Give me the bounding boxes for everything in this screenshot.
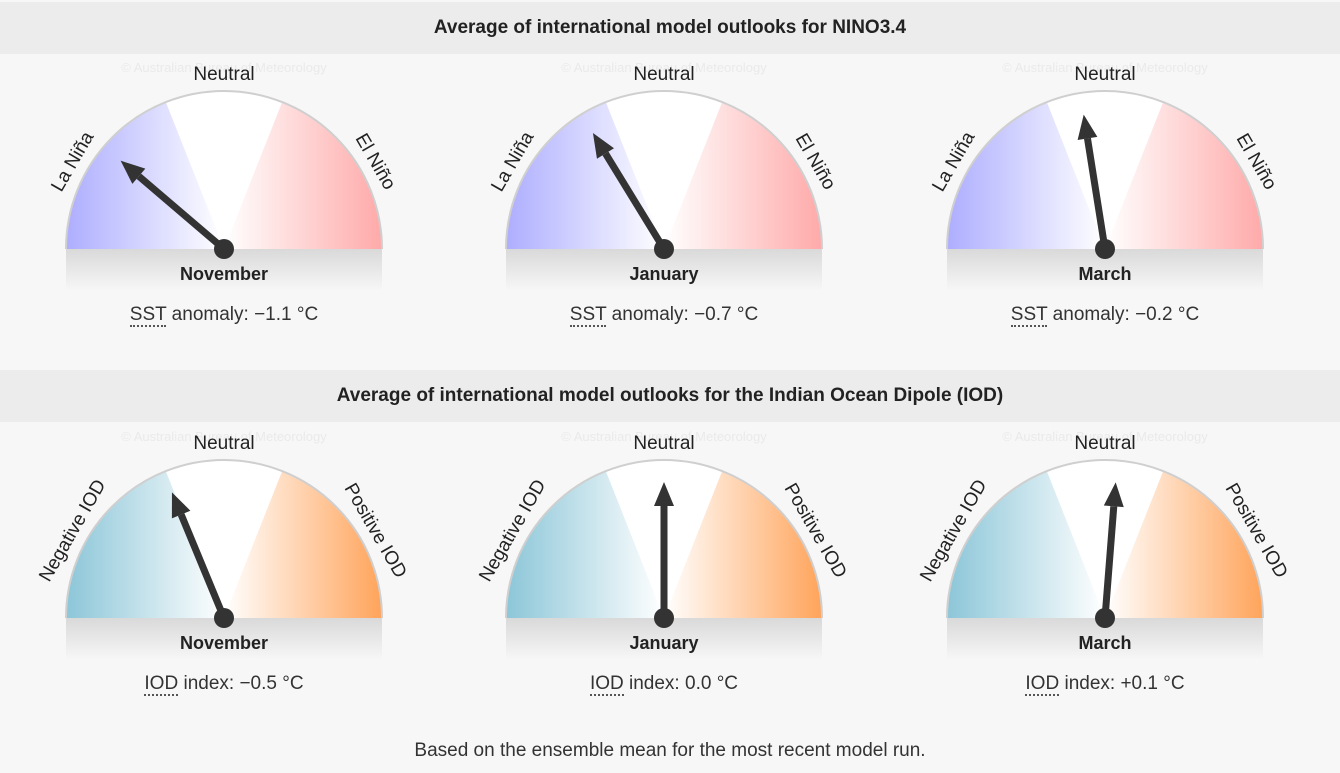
- gauge-mid-label: Neutral: [633, 64, 694, 85]
- gauge-needle-head: [592, 133, 615, 159]
- caption-text: index:: [1059, 673, 1121, 694]
- gauge-positive-zone: [1105, 471, 1263, 618]
- gauge-negative-zone: [66, 471, 224, 618]
- caption-abbr: SST: [1010, 304, 1048, 327]
- caption-unit: °C: [716, 673, 739, 694]
- caption-text: index:: [623, 673, 685, 694]
- gauge-caption: IOD index: +0.1 °C: [885, 673, 1325, 696]
- gauge-positive-zone: [224, 471, 382, 618]
- caption-unit: °C: [296, 304, 319, 325]
- caption-value: −1.1: [254, 304, 292, 325]
- gauge-needle: [1101, 506, 1118, 619]
- caption-text: anomaly:: [1047, 304, 1136, 325]
- nino34-section-title: Average of international model outlooks …: [0, 2, 1340, 54]
- gauge-negative-zone: [506, 102, 664, 250]
- gauge-negative-zone: [947, 102, 1105, 250]
- gauge-caption: SST anomaly: −1.1 °C: [4, 304, 444, 327]
- gauge-pivot: [214, 239, 234, 259]
- nino34-gauge: © Australian Bureau of Meteorology La Ni…: [4, 54, 444, 354]
- watermark: © Australian Bureau of Meteorology: [1002, 60, 1208, 75]
- gauge-pivot: [1095, 239, 1115, 259]
- caption-abbr: SST: [129, 304, 167, 327]
- caption-unit: °C: [736, 304, 759, 325]
- gauge-pivot: [654, 608, 674, 628]
- footer-note: Based on the ensemble mean for the most …: [414, 740, 926, 761]
- nino34-gauge-row: © Australian Bureau of Meteorology La Ni…: [0, 54, 1340, 354]
- watermark: © Australian Bureau of Meteorology: [121, 60, 327, 75]
- gauge-month: November: [179, 264, 269, 284]
- caption-unit: °C: [282, 673, 304, 694]
- gauge-positive-zone: [664, 102, 822, 250]
- gauge-positive-zone: [1105, 102, 1263, 250]
- caption-text: anomaly:: [166, 304, 255, 325]
- caption-abbr: IOD: [589, 673, 624, 696]
- iod-gauge: © Australian Bureau of Meteorology Negat…: [444, 423, 884, 723]
- gauge-positive-zone: [664, 471, 822, 618]
- nino34-gauge: © Australian Bureau of Meteorology La Ni…: [885, 54, 1325, 354]
- gauge-needle: [1084, 137, 1109, 250]
- watermark: © Australian Bureau of Meteorology: [1002, 429, 1208, 444]
- caption-unit: °C: [1177, 304, 1200, 325]
- gauge-mid-label: Neutral: [193, 64, 254, 85]
- gauge-month: November: [179, 633, 269, 653]
- gauge-mid-label: Neutral: [633, 433, 694, 454]
- gauge-caption: IOD index: 0.0 °C: [444, 673, 884, 696]
- gauge-rim: [946, 459, 1264, 619]
- caption-text: anomaly:: [606, 304, 695, 325]
- gauge-rim: [65, 90, 383, 250]
- gauge-rim: [505, 90, 823, 250]
- gauge-needle-head: [654, 482, 674, 506]
- gauge-needle: [136, 173, 227, 252]
- gauge-needle-head: [120, 160, 146, 184]
- gauge-needle-head: [171, 492, 191, 519]
- gauge-negative-zone: [947, 471, 1105, 618]
- caption-value: −0.7: [694, 304, 732, 325]
- watermark: © Australian Bureau of Meteorology: [561, 60, 767, 75]
- caption-value: −0.5: [239, 673, 277, 694]
- gauge-caption: SST anomaly: −0.2 °C: [885, 304, 1325, 327]
- caption-value: +0.1: [1120, 673, 1158, 694]
- gauge-month: March: [1078, 633, 1132, 653]
- gauge-rim: [946, 90, 1264, 250]
- caption-abbr: IOD: [1025, 673, 1060, 696]
- gauge-month: January: [629, 264, 699, 284]
- caption-abbr: IOD: [144, 673, 179, 696]
- gauge-negative-zone: [506, 471, 664, 618]
- watermark: © Australian Bureau of Meteorology: [561, 429, 767, 444]
- gauge-mid-label: Neutral: [1074, 433, 1135, 454]
- gauge-rim: [505, 459, 823, 619]
- gauge-needle-head: [1077, 114, 1098, 140]
- iod-section-title: Average of international model outlooks …: [0, 370, 1340, 422]
- watermark: © Australian Bureau of Meteorology: [121, 429, 327, 444]
- caption-abbr: SST: [569, 304, 607, 327]
- gauge-pivot: [214, 608, 234, 628]
- gauge-mid-label: Neutral: [193, 433, 254, 454]
- nino34-gauge: © Australian Bureau of Meteorology La Ni…: [444, 54, 884, 354]
- gauge-needle-head: [1103, 482, 1124, 508]
- iod-gauge: © Australian Bureau of Meteorology Negat…: [4, 423, 444, 723]
- gauge-positive-zone: [224, 102, 382, 250]
- gauge-month: January: [629, 633, 699, 653]
- gauge-caption: IOD index: −0.5 °C: [4, 673, 444, 696]
- gauge-needle: [602, 151, 667, 251]
- gauge-month: March: [1078, 264, 1132, 284]
- caption-text: index:: [178, 673, 240, 694]
- gauge-mid-label: Neutral: [1074, 64, 1135, 85]
- caption-value: −0.2: [1135, 304, 1173, 325]
- gauge-caption: SST anomaly: −0.7 °C: [444, 304, 884, 327]
- gauge-pivot: [1095, 608, 1115, 628]
- gauge-rim: [65, 459, 383, 619]
- caption-unit: °C: [1163, 673, 1185, 694]
- caption-value: 0.0: [685, 673, 712, 694]
- iod-gauge: © Australian Bureau of Meteorology Negat…: [885, 423, 1325, 723]
- gauge-pivot: [654, 239, 674, 259]
- iod-gauge-row: © Australian Bureau of Meteorology Negat…: [0, 423, 1340, 723]
- gauge-needle: [177, 513, 228, 620]
